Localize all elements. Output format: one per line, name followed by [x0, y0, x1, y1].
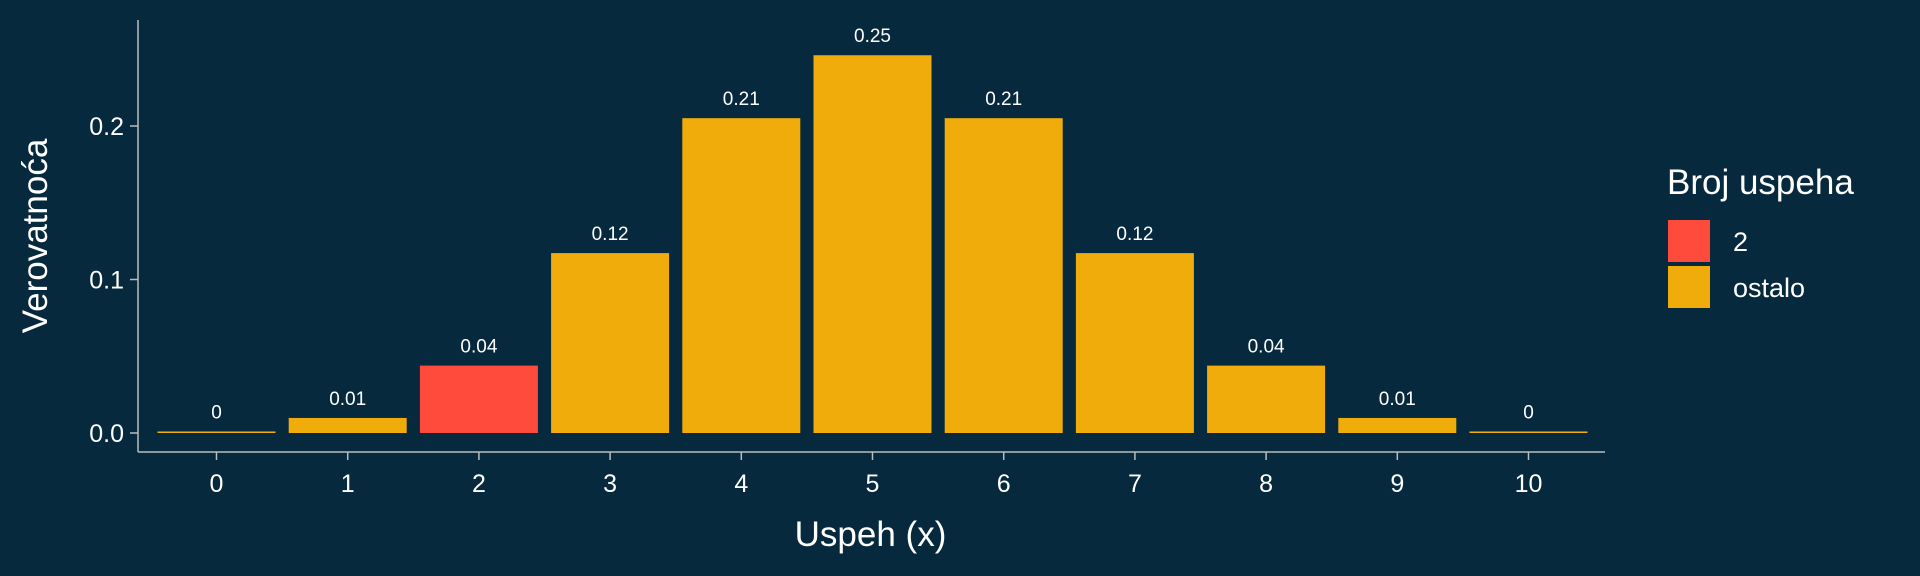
legend-title: Broj uspeha: [1667, 163, 1854, 202]
legend-label-ostalo: ostalo: [1733, 273, 1805, 303]
legend: Broj uspeha 2 ostalo: [1667, 163, 1854, 308]
data-label-5: 0.25: [854, 26, 891, 47]
x-tick-label: 0: [210, 470, 224, 498]
y-ticks-layer: 0.0 0.1 0.2: [89, 113, 138, 448]
x-tick-label: 1: [341, 470, 355, 498]
x-axis-title: Uspeh (x): [795, 515, 947, 554]
x-tick-label: 10: [1515, 470, 1543, 498]
data-label-2: 0.04: [460, 337, 497, 358]
bar-6: [944, 118, 1063, 433]
data-label-7: 0.12: [1116, 224, 1153, 245]
data-label-4: 0.21: [723, 89, 760, 110]
data-label-0: 0: [211, 402, 222, 423]
x-ticks-layer: 0 1 2 3 4 5 6 7 8 9 10: [210, 452, 1543, 498]
bar-3: [551, 253, 670, 433]
data-label-8: 0.04: [1248, 337, 1285, 358]
x-tick-label: 5: [866, 470, 880, 498]
bar-4: [682, 118, 801, 433]
axes-layer: [137, 20, 1605, 453]
y-axis-title: Verovatnoća: [16, 138, 55, 333]
data-label-10: 0: [1523, 402, 1534, 423]
data-label-6: 0.21: [985, 89, 1022, 110]
x-tick-label: 4: [734, 470, 748, 498]
bar-7: [1075, 253, 1194, 433]
bar-2: [419, 365, 538, 433]
bar-1: [288, 417, 407, 433]
x-tick-label: 6: [997, 470, 1011, 498]
bar-0: [157, 431, 276, 433]
bar-5: [813, 55, 932, 433]
data-label-3: 0.12: [592, 224, 629, 245]
bar-8: [1207, 365, 1326, 433]
legend-swatch-2: [1668, 220, 1710, 262]
bar-10: [1469, 431, 1588, 433]
bars-layer: [157, 55, 1588, 433]
data-label-9: 0.01: [1379, 389, 1416, 410]
bar-9: [1338, 417, 1457, 433]
y-tick-label: 0.2: [89, 113, 124, 141]
x-tick-label: 3: [603, 470, 617, 498]
x-tick-label: 9: [1390, 470, 1404, 498]
y-tick-label: 0.0: [89, 420, 124, 448]
legend-entries: 2 ostalo: [1668, 220, 1805, 308]
x-tick-label: 2: [472, 470, 486, 498]
legend-swatch-ostalo: [1668, 266, 1710, 308]
legend-label-2: 2: [1733, 227, 1748, 257]
x-tick-label: 7: [1128, 470, 1142, 498]
data-labels-layer: 0 0.01 0.04 0.12 0.21 0.25 0.21 0.12 0.04 0.01 0: [211, 26, 1534, 423]
data-label-1: 0.01: [329, 389, 366, 410]
x-tick-label: 8: [1259, 470, 1273, 498]
y-tick-label: 0.1: [89, 267, 124, 295]
